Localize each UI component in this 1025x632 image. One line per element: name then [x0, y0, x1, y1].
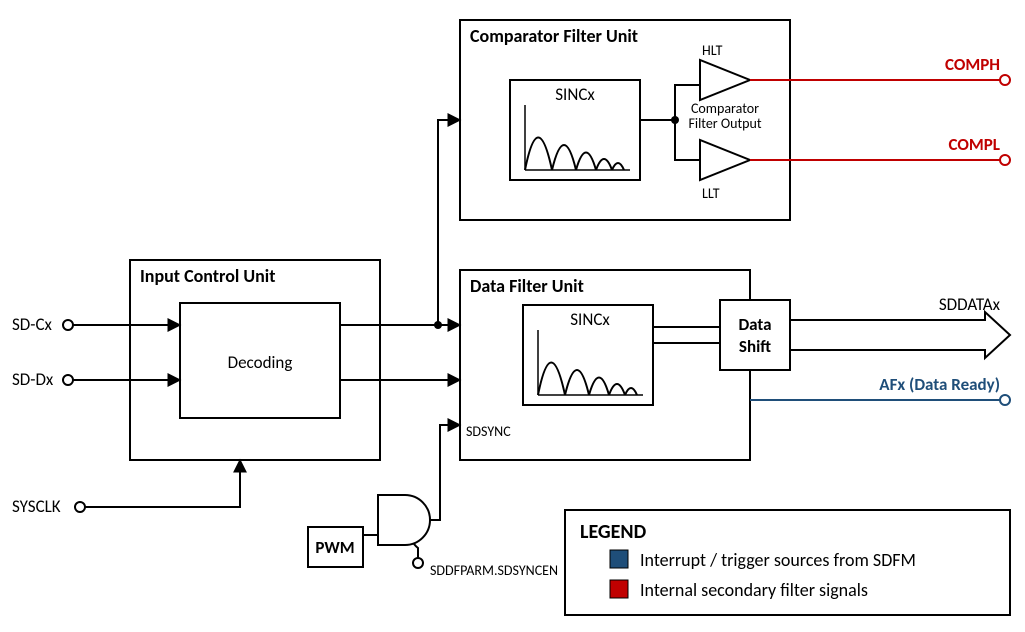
sdsyncen-input: SDDFPARM.SDSYNCEN	[413, 544, 558, 579]
sd-dx-label: SD-Dx	[12, 369, 54, 390]
legend-red-swatch-icon	[610, 580, 628, 598]
sddatax-bus: SDDATAx	[790, 294, 1010, 358]
data-filter-title: Data Filter Unit	[470, 275, 584, 297]
data-shift-label-1: Data	[738, 314, 771, 335]
sd-cx-input: SD-Cx	[12, 314, 180, 335]
sdsync-label: SDSYNC	[466, 423, 511, 440]
sdsyncen-label: SDDFPARM.SDSYNCEN	[430, 562, 558, 579]
sddatax-label: SDDATAx	[939, 294, 1001, 315]
afx-output: AFx (Data Ready)	[750, 374, 1010, 405]
hlt-label: HLT	[702, 42, 723, 59]
sincx-data-label: SINCx	[570, 309, 610, 330]
sd-dx-input: SD-Dx	[12, 369, 180, 390]
comph-terminal-icon	[1000, 75, 1010, 85]
sincx-comparator-block: SINCx	[510, 80, 640, 180]
input-control-unit: Input Control Unit Decoding	[130, 260, 380, 460]
and-to-sdsync-wire	[430, 425, 460, 520]
compl-label: COMPL	[949, 134, 1000, 155]
sysclk-input: SYSCLK	[12, 460, 240, 517]
afx-label: AFx (Data Ready)	[879, 374, 1000, 395]
legend-title: LEGEND	[580, 520, 647, 544]
and-gate-icon	[378, 495, 430, 545]
comparator-filter-unit: Comparator Filter Unit SINCx HLT	[460, 20, 790, 220]
afx-terminal-icon	[1000, 395, 1010, 405]
decoding-output-top	[340, 120, 460, 329]
sd-dx-terminal-icon	[63, 375, 73, 385]
sd-cx-terminal-icon	[63, 320, 73, 330]
sd-cx-label: SD-Cx	[12, 314, 53, 335]
legend-blue-swatch-icon	[610, 550, 628, 568]
cfo-label-2: Filter Output	[688, 115, 761, 132]
hlt-comparator-icon: HLT	[700, 42, 750, 100]
sdsyncen-terminal-icon	[413, 558, 423, 568]
sysclk-label: SYSCLK	[12, 496, 61, 517]
data-filter-unit: Data Filter Unit SINCx SDSYNC	[460, 270, 750, 460]
sincx-data-block: SINCx	[523, 305, 653, 405]
llt-label: LLT	[702, 185, 720, 202]
legend-box: LEGEND Interrupt / trigger sources from …	[565, 510, 1010, 615]
comph-label: COMPH	[945, 54, 1000, 75]
legend-item-2: Internal secondary filter signals	[640, 579, 868, 601]
data-shift-label-2: Shift	[739, 336, 771, 357]
legend-item-1: Interrupt / trigger sources from SDFM	[640, 549, 916, 571]
input-control-title: Input Control Unit	[140, 265, 275, 287]
compl-terminal-icon	[1000, 155, 1010, 165]
pwm-label: PWM	[315, 537, 354, 558]
sincx-to-datashift-bus	[653, 327, 720, 343]
data-shift-block: Data Shift	[720, 300, 790, 370]
sysclk-terminal-icon	[75, 502, 85, 512]
decoding-label: Decoding	[228, 352, 293, 373]
llt-comparator-icon: LLT	[700, 140, 750, 202]
comparator-filter-title: Comparator Filter Unit	[470, 25, 638, 47]
pwm-block: PWM	[308, 527, 363, 567]
sincx-comparator-label: SINCx	[555, 84, 595, 105]
